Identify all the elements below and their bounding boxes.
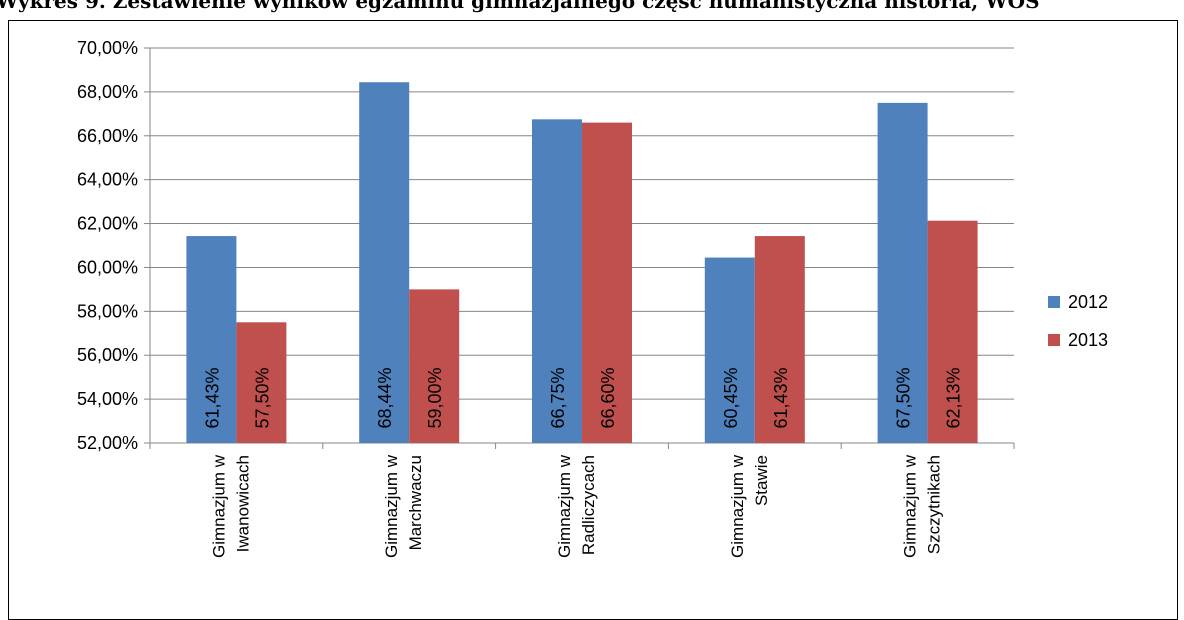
x-tick-label-line: Radliczycach [579, 455, 598, 555]
y-tick-label: 70,00% [77, 38, 138, 58]
data-label: 67,50% [894, 367, 914, 428]
data-label: 62,13% [944, 367, 964, 428]
data-label: 60,45% [721, 367, 741, 428]
bar-2012 [877, 102, 928, 443]
bar-2012 [359, 82, 410, 443]
x-tick-label: Gimnazjum w Marchwaczu [382, 454, 425, 558]
x-tick-label: Gimnazjum w Szczytnikach [901, 454, 944, 558]
bar-2013 [236, 322, 287, 443]
y-tick-label: 58,00% [77, 301, 138, 321]
bar-2012 [532, 119, 582, 443]
y-tick-label: 68,00% [77, 82, 138, 102]
y-tick-label: 52,00% [77, 433, 138, 453]
x-tick-label: Gimnazjum w Iwanowicach [209, 454, 252, 558]
bar-2012 [186, 236, 237, 443]
x-tick-label: Gimnazjum w Radliczycach [555, 454, 598, 558]
data-label: 68,44% [375, 367, 395, 428]
y-tick-label: 62,00% [77, 214, 138, 234]
data-label: 66,75% [548, 367, 568, 428]
bar-2013 [927, 220, 978, 443]
y-tick-label: 54,00% [77, 389, 138, 409]
x-tick-label-line: Gimnazjum w [555, 454, 574, 558]
bar-2012 [704, 257, 755, 443]
bar-2013 [754, 236, 805, 443]
data-label: 61,43% [202, 367, 222, 428]
data-label: 59,00% [425, 367, 445, 428]
x-tick-label-line: Marchwaczu [406, 455, 425, 550]
x-tick-label-line: Gimnazjum w [901, 454, 920, 558]
x-tick-label-line: Gimnazjum w [382, 454, 401, 558]
data-label: 66,60% [598, 367, 618, 428]
legend-swatch-2012 [1048, 296, 1060, 308]
legend-label: 2012 [1068, 292, 1108, 312]
bar-2013 [409, 289, 460, 443]
x-tick-label: Gimnazjum w Stawie [728, 454, 771, 558]
x-tick-label-line: Gimnazjum w [209, 454, 228, 558]
y-tick-label: 66,00% [77, 126, 138, 146]
chart-title: Wykres 9. Zestawienie wyników egzaminu g… [0, 0, 1040, 13]
data-label: 61,43% [771, 367, 791, 428]
x-tick-label-line: Iwanowicach [233, 455, 252, 552]
x-tick-label-line: Stawie [752, 455, 771, 506]
y-tick-label: 60,00% [77, 257, 138, 277]
y-tick-label: 64,00% [77, 170, 138, 190]
data-label: 57,50% [252, 367, 272, 428]
x-tick-label-line: Gimnazjum w [728, 454, 747, 558]
x-tick-label-line: Szczytnikach [925, 455, 944, 554]
bar-2013 [582, 122, 632, 443]
legend-swatch-2013 [1048, 334, 1060, 346]
y-tick-label: 56,00% [77, 345, 138, 365]
legend-label: 2013 [1068, 330, 1108, 350]
